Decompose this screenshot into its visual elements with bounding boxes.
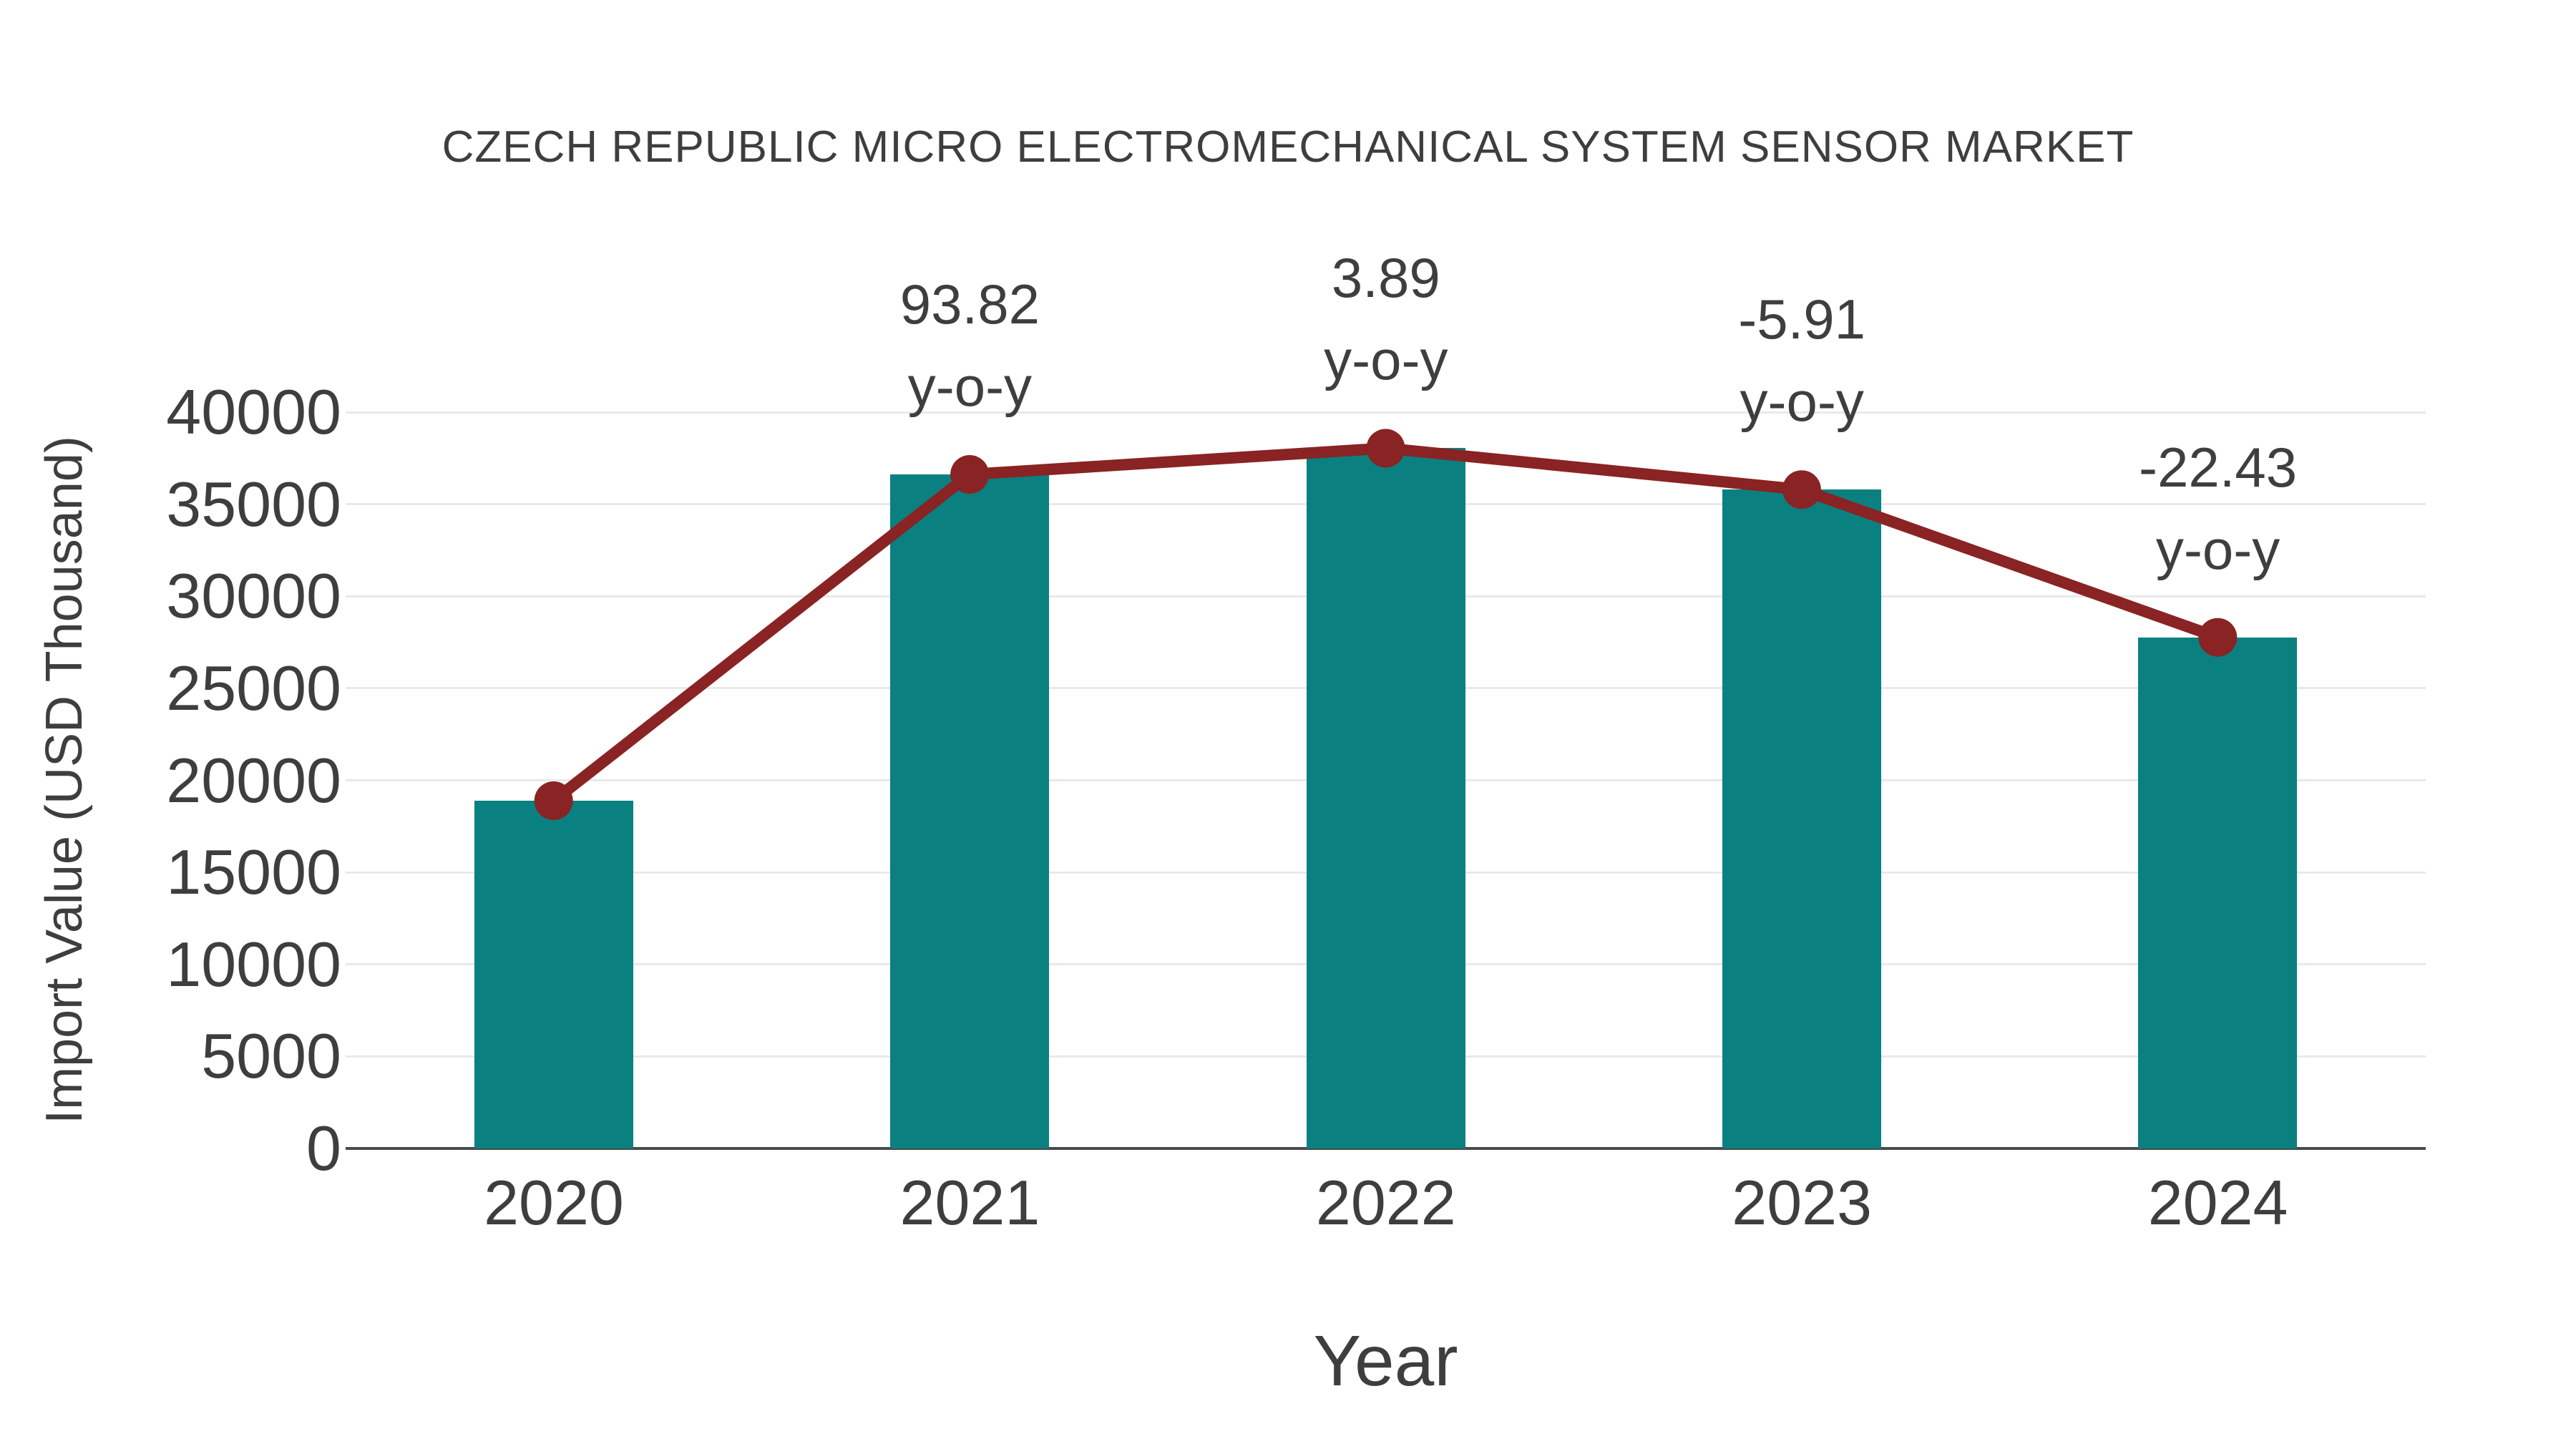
trend-line-overlay <box>534 429 2238 821</box>
yoy-annotation: -5.91 y-o-y <box>1594 278 2010 443</box>
x-tick-label: 2022 <box>1315 1167 1456 1238</box>
y-tick-label: 0 <box>306 1113 341 1184</box>
bar <box>2138 637 2298 1148</box>
data-point-marker <box>534 781 573 821</box>
yoy-annotation: -22.43 y-o-y <box>2010 426 2426 591</box>
x-tick-label: 2023 <box>1732 1167 1873 1238</box>
y-tick-label: 25000 <box>166 652 341 723</box>
yoy-value: 3.89 <box>1331 246 1440 310</box>
yoy-value: -22.43 <box>2139 435 2298 499</box>
bar <box>474 801 633 1148</box>
y-tick-label: 30000 <box>166 560 341 632</box>
data-point-marker <box>1366 429 1405 468</box>
x-tick-label: 2024 <box>2147 1167 2288 1238</box>
y-tick-label: 10000 <box>166 928 341 1000</box>
yoy-suffix: y-o-y <box>2155 517 2280 581</box>
y-tick-label: 20000 <box>166 744 341 816</box>
y-tick-label: 5000 <box>201 1020 341 1092</box>
data-point-marker <box>1782 470 1821 509</box>
bar <box>890 474 1050 1148</box>
yoy-value: 93.82 <box>899 273 1040 336</box>
bar <box>1722 489 1881 1148</box>
plot-area: 0 5000 10000 15000 20000 25000 30000 35000 40000… <box>166 246 2426 1234</box>
x-axis-title: Year <box>1313 1321 1458 1401</box>
x-tick-label: 2021 <box>899 1167 1040 1238</box>
bar <box>1306 448 1465 1148</box>
yoy-annotation: 3.89 y-o-y <box>1178 237 1594 401</box>
yoy-suffix: y-o-y <box>1324 328 1448 392</box>
x-tick-label: 2020 <box>484 1167 624 1238</box>
y-tick-label: 35000 <box>166 468 341 540</box>
yoy-value: -5.91 <box>1738 288 1866 351</box>
y-tick-label: 15000 <box>166 836 341 908</box>
y-tick-label: 40000 <box>166 376 341 447</box>
gridline <box>346 411 2426 414</box>
data-point-marker <box>950 455 990 494</box>
yoy-annotation: 93.82 y-o-y <box>761 263 1178 428</box>
chart-title: CZECH REPUBLIC MICRO ELECTROMECHANICAL S… <box>441 122 2135 172</box>
trend-line <box>550 442 2220 806</box>
yoy-suffix: y-o-y <box>1740 370 1864 434</box>
yoy-suffix: y-o-y <box>907 355 1033 419</box>
data-point-marker <box>2198 618 2238 657</box>
x-axis-line <box>346 1147 2426 1150</box>
